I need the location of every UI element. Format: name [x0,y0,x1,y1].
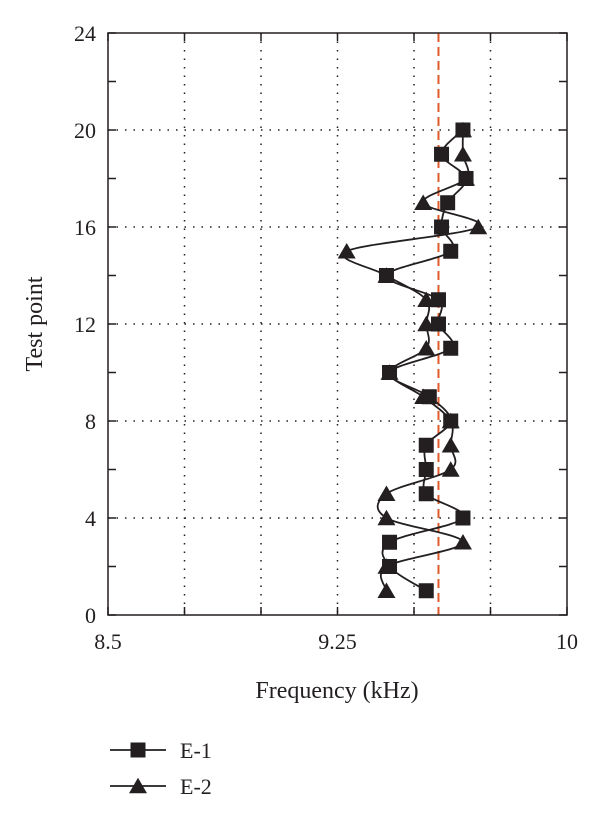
x-axis-label: Frequency (kHz) [255,678,418,704]
y-tick-label: 24 [74,21,96,46]
data-point-e-2 [414,388,433,404]
data-point-e-2 [377,267,396,283]
data-point-e-1 [455,510,471,526]
y-tick-label: 12 [74,312,96,337]
y-tick-label: 16 [74,215,96,240]
data-point-e-2 [414,194,433,210]
series-layer [337,121,488,599]
axis-ticks: 8.5 9.25 10 0 4 8 12 16 20 24 [74,21,578,654]
data-point-e-1 [434,219,450,235]
x-tick-label: 10 [556,629,578,654]
data-point-e-1 [418,583,434,599]
data-point-e-2 [377,485,396,501]
data-point-e-2 [380,364,399,380]
data-point-e-1 [430,316,446,332]
data-point-e-2 [457,170,476,186]
data-point-e-2 [453,121,472,138]
data-point-e-2 [377,582,396,598]
data-point-e-1 [430,292,446,308]
legend-label: E-2 [180,774,212,799]
y-tick-label: 20 [74,118,96,143]
data-point-e-1 [440,195,456,211]
data-point-e-2 [337,243,356,259]
legend-label: E-1 [180,738,212,763]
data-point-e-1 [434,146,450,162]
x-tick-label: 8.5 [94,629,122,654]
data-point-e-1 [418,437,434,453]
y-axis-label: Test point [22,276,48,371]
data-point-e-1 [418,486,434,502]
data-point-e-2 [441,437,460,453]
gridlines [108,33,567,615]
legend-item-e-1: E-1 [110,738,212,763]
data-point-e-2 [377,558,396,574]
data-point-e-2 [377,509,396,526]
data-point-e-1 [418,462,434,477]
data-point-e-2 [417,291,436,307]
x-tick-label: 9.25 [318,629,357,654]
data-point-e-2 [441,412,460,429]
y-tick-label: 8 [85,409,96,434]
data-point-e-1 [443,340,459,356]
y-tick-label: 0 [85,603,96,628]
y-tick-label: 4 [85,506,96,531]
legend: E-1E-2 [110,738,212,799]
data-point-e-1 [443,243,459,259]
legend-item-e-2: E-2 [110,774,212,799]
legend-marker-triangle [129,777,147,794]
data-point-e-2 [453,534,472,550]
legend-marker-square [130,742,146,758]
data-point-e-2 [417,340,436,356]
data-point-e-1 [382,534,398,550]
data-point-e-2 [441,461,460,477]
data-point-e-2 [453,146,472,162]
data-point-e-2 [417,315,436,332]
data-point-e-2 [469,218,488,235]
